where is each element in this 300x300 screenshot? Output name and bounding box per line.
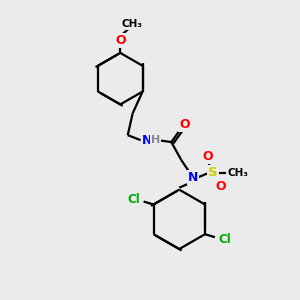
Text: H: H: [151, 135, 160, 145]
Text: Cl: Cl: [218, 233, 231, 246]
Text: O: O: [115, 34, 126, 46]
Text: O: O: [215, 180, 226, 193]
Text: N: N: [188, 171, 198, 184]
Text: O: O: [179, 118, 190, 131]
Text: CH₃: CH₃: [122, 19, 143, 29]
Text: Cl: Cl: [127, 193, 140, 206]
Text: CH₃: CH₃: [227, 168, 248, 178]
Text: N: N: [142, 134, 153, 147]
Text: O: O: [203, 150, 213, 164]
Text: S: S: [208, 166, 218, 179]
